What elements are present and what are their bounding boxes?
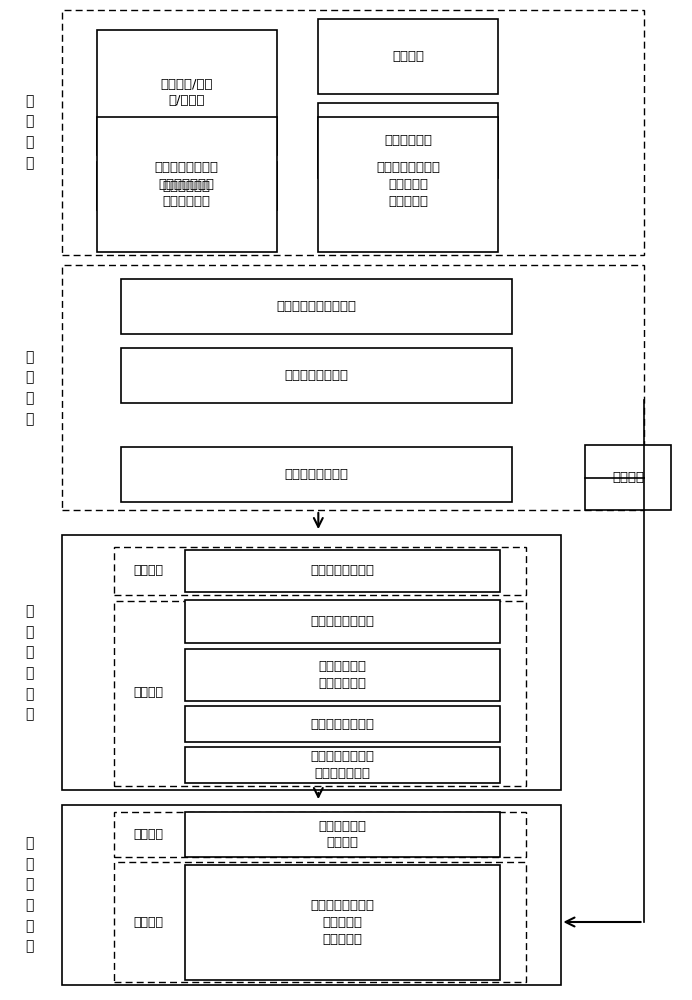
Bar	[185, 649, 500, 701]
Text: 日
前
阶
段
优
化: 日 前 阶 段 优 化	[25, 604, 33, 722]
Text: 机组热电功率约束: 机组热电功率约束	[310, 615, 374, 628]
Text: 光伏电出力预测基准値: 光伏电出力预测基准値	[277, 300, 356, 313]
Bar	[62, 805, 561, 985]
Text: 日前成本增量
期望最小: 日前成本增量 期望最小	[318, 820, 366, 850]
Bar	[121, 447, 512, 502]
Bar	[318, 103, 498, 178]
Bar	[185, 600, 500, 643]
Text: 储能电站充放电功
率、功率限制、
总、初始容量: 储能电站充放电功 率、功率限制、 总、初始容量	[155, 161, 219, 208]
Bar	[97, 162, 277, 210]
Text: 机组供能成本: 机组供能成本	[163, 180, 211, 192]
Bar	[318, 117, 498, 252]
Text: 日前运行成本最低: 日前运行成本最低	[310, 564, 374, 578]
Bar	[62, 265, 644, 510]
Bar	[114, 812, 526, 857]
Text: 日
内
阶
段
优
化: 日 内 阶 段 优 化	[25, 836, 33, 954]
Bar	[585, 445, 671, 510]
Bar	[318, 19, 498, 94]
Bar	[97, 30, 277, 155]
Text: 约束条件: 约束条件	[134, 686, 164, 700]
Text: 预
测
数
据: 预 测 数 据	[25, 350, 33, 426]
Text: 机组爬坡速率: 机组爬坡速率	[384, 134, 432, 147]
Text: 约束条件: 约束条件	[134, 916, 164, 928]
Text: 综合能源系统与外
部电网最大
电力交换値: 综合能源系统与外 部电网最大 电力交换値	[376, 161, 440, 208]
Bar	[114, 547, 526, 595]
Bar	[62, 10, 644, 255]
Text: 日内电价: 日内电价	[392, 50, 424, 63]
Text: 综合能源系统
电力交换约束: 综合能源系统 电力交换约束	[318, 660, 366, 690]
Text: 机组最小/最大
电/热出力: 机组最小/最大 电/热出力	[161, 78, 213, 107]
Bar	[185, 747, 500, 783]
Text: 目标函数: 目标函数	[134, 828, 164, 842]
Text: 约
束
参
数: 约 束 参 数	[25, 94, 33, 170]
Text: 热电功率爬坡约束: 热电功率爬坡约束	[310, 718, 374, 730]
Text: 场景削减: 场景削减	[612, 471, 644, 484]
Text: 电负荷预测基准値: 电负荷预测基准値	[284, 369, 349, 382]
Bar	[97, 117, 277, 252]
Bar	[185, 550, 500, 592]
Bar	[121, 279, 512, 334]
Text: 目标函数: 目标函数	[134, 564, 164, 578]
Text: 热负荷预测基准値: 热负荷预测基准値	[284, 468, 349, 481]
Bar	[114, 862, 526, 982]
Text: 储能电站充放电深
度以及功率约束: 储能电站充放电深 度以及功率约束	[310, 750, 374, 780]
Text: 在不同场景下都满
足日前阶段
的约束条件: 在不同场景下都满 足日前阶段 的约束条件	[310, 899, 374, 946]
Bar	[185, 865, 500, 980]
Bar	[114, 601, 526, 786]
Bar	[185, 812, 500, 857]
Bar	[185, 706, 500, 742]
Bar	[121, 348, 512, 403]
Bar	[62, 535, 561, 790]
